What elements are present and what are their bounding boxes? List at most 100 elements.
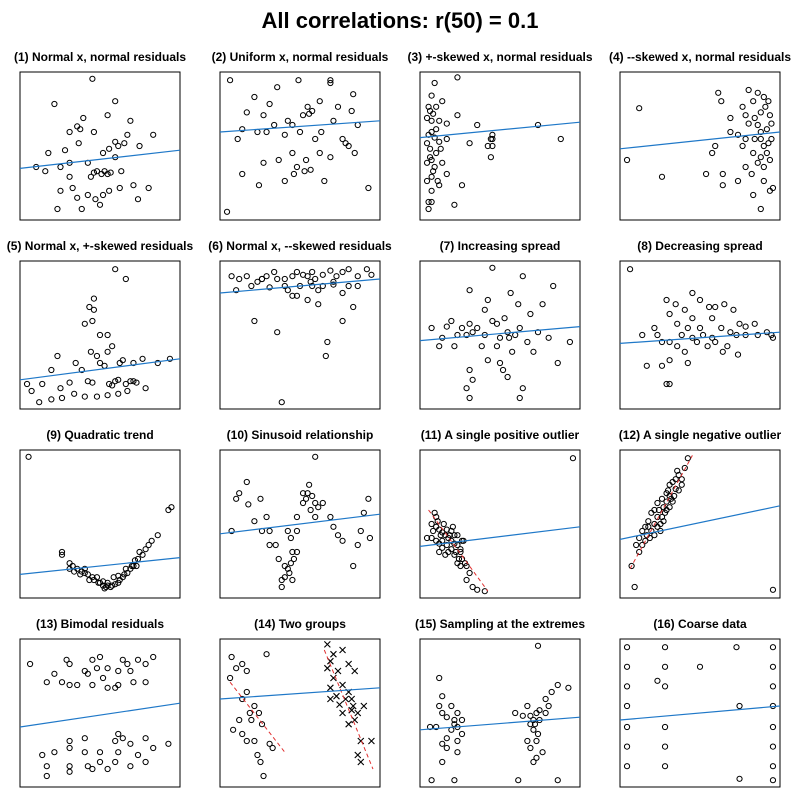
data-point	[365, 495, 372, 502]
chart-panel-12: (12) A single negative outlier	[600, 428, 800, 618]
data-point	[354, 121, 361, 129]
data-point	[243, 737, 250, 745]
data-point	[330, 117, 337, 124]
plot-frame	[619, 449, 781, 599]
data-point	[645, 518, 652, 525]
data-point	[439, 709, 446, 717]
data-point	[734, 131, 742, 138]
data-point	[48, 366, 55, 374]
data-point-cross	[360, 702, 368, 710]
data-point	[251, 737, 258, 745]
data-point-cross	[368, 737, 375, 745]
data-point	[93, 352, 101, 360]
data-point	[724, 343, 731, 350]
data-point	[430, 168, 437, 175]
data-point	[86, 576, 93, 584]
data-point	[631, 583, 638, 591]
data-point	[74, 681, 81, 689]
data-point	[751, 135, 758, 143]
data-point	[425, 103, 432, 110]
data-point	[266, 541, 273, 549]
data-point	[66, 763, 73, 770]
data-point-cross	[354, 709, 362, 717]
data-point	[321, 177, 328, 185]
data-point	[443, 323, 450, 330]
plot-frame	[219, 638, 381, 788]
data-point	[75, 140, 82, 147]
data-point	[316, 98, 323, 105]
data-point	[436, 548, 443, 556]
data-point	[239, 126, 246, 133]
data-point	[51, 100, 58, 108]
data-point	[623, 743, 631, 750]
group-fit-line	[323, 649, 374, 770]
plot-frame	[419, 260, 581, 410]
data-point	[254, 128, 261, 136]
data-point-cross	[345, 660, 353, 668]
data-point	[118, 168, 125, 175]
data-point	[651, 324, 658, 332]
data-point	[260, 772, 267, 780]
data-point	[654, 331, 661, 339]
data-point	[302, 156, 310, 164]
data-point	[516, 394, 523, 402]
data-point	[316, 149, 323, 157]
plot-frame	[619, 638, 781, 788]
data-point	[696, 663, 704, 670]
scatter-plot	[19, 638, 181, 788]
data-point	[284, 287, 291, 294]
data-point	[51, 670, 58, 677]
data-point	[104, 331, 111, 339]
data-point-cross	[323, 664, 331, 672]
data-point-cross	[333, 692, 340, 700]
data-point	[765, 98, 772, 105]
data-point	[112, 138, 119, 145]
data-point	[458, 730, 466, 738]
data-point	[709, 315, 716, 322]
chart-panel-11: (11) A single positive outlier	[400, 428, 600, 618]
chart-panel-3: (3) +-skewed x, normal residuals	[400, 50, 600, 240]
data-point	[258, 721, 266, 728]
data-point	[319, 271, 326, 278]
data-point	[263, 651, 270, 658]
data-point	[92, 196, 99, 203]
data-point	[96, 653, 104, 661]
data-point	[106, 187, 113, 194]
scatter-plot	[619, 449, 781, 599]
data-point	[124, 387, 131, 395]
data-point	[433, 126, 440, 133]
data-point	[519, 273, 526, 280]
data-point	[304, 296, 311, 304]
data-point	[293, 548, 301, 556]
data-point	[696, 296, 704, 304]
data-point	[246, 709, 253, 717]
data-point	[626, 266, 634, 273]
data-point	[128, 562, 136, 570]
data-point	[104, 392, 111, 399]
data-point	[93, 393, 101, 400]
data-point	[119, 656, 126, 663]
data-point	[275, 156, 282, 164]
data-point	[623, 644, 631, 651]
data-point	[769, 586, 777, 593]
data-point	[661, 763, 669, 770]
data-point	[436, 138, 443, 145]
data-point	[327, 79, 334, 87]
data-point	[54, 352, 61, 360]
data-point	[454, 709, 461, 717]
data-point	[428, 173, 435, 180]
data-point	[550, 282, 557, 290]
data-point	[89, 765, 96, 773]
data-point	[284, 527, 291, 535]
data-point	[623, 663, 631, 670]
data-point	[69, 184, 76, 192]
data-point	[760, 93, 767, 101]
data-point	[61, 147, 69, 154]
data-point	[154, 359, 161, 367]
data-point	[168, 504, 175, 511]
data-point	[284, 565, 291, 572]
data-point	[104, 684, 111, 691]
data-point	[489, 264, 496, 271]
data-point	[133, 562, 140, 570]
data-point	[309, 492, 316, 500]
